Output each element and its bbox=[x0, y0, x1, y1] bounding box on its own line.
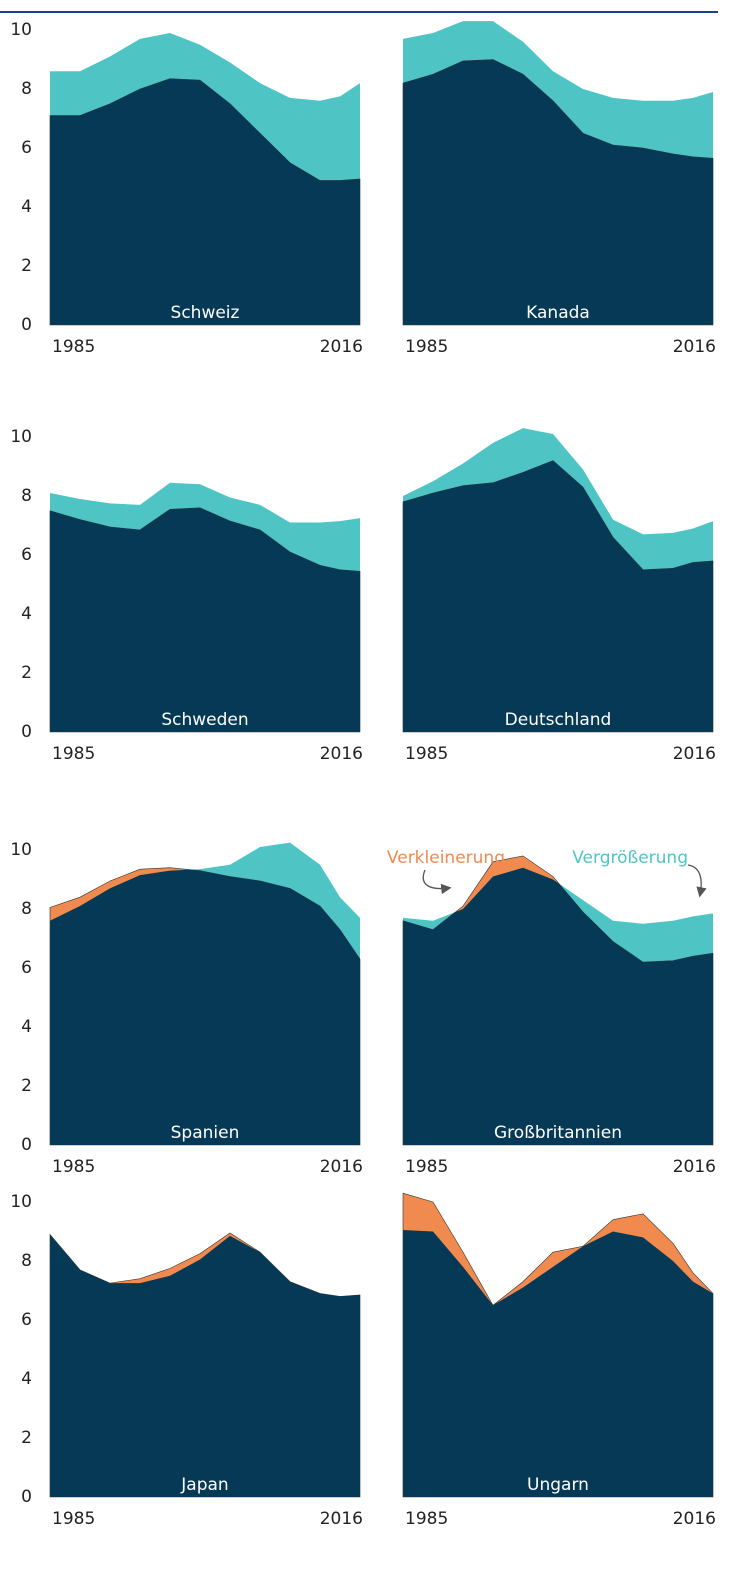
y-tick-label: 0 bbox=[21, 722, 32, 742]
area-overlap bbox=[403, 460, 713, 732]
y-tick-label: 6 bbox=[21, 138, 32, 158]
y-tick-label: 4 bbox=[21, 604, 32, 624]
x-tick-label: 2016 bbox=[320, 1157, 363, 1177]
panel-title: Kanada bbox=[526, 303, 590, 323]
y-tick-label: 8 bbox=[21, 1251, 32, 1271]
panel-title: Spanien bbox=[171, 1123, 240, 1143]
y-tick-label: 6 bbox=[21, 958, 32, 978]
annotation-arrow bbox=[422, 869, 452, 895]
y-tick-label: 8 bbox=[21, 486, 32, 506]
annotation: Verkleinerung bbox=[387, 848, 505, 868]
y-tick-label: 8 bbox=[21, 899, 32, 919]
y-tick-label: 2 bbox=[21, 1428, 32, 1448]
x-tick-label: 2016 bbox=[673, 1509, 716, 1529]
x-tick-label: 1985 bbox=[405, 337, 448, 357]
y-tick-label: 2 bbox=[21, 256, 32, 276]
x-tick-label: 2016 bbox=[673, 1157, 716, 1177]
area-overlap bbox=[50, 1234, 360, 1497]
x-tick-label: 1985 bbox=[405, 1157, 448, 1177]
x-tick-label: 2016 bbox=[673, 337, 716, 357]
y-tick-label: 4 bbox=[21, 1017, 32, 1037]
area-overlap bbox=[403, 1230, 713, 1497]
panel-title: Großbritannien bbox=[494, 1123, 622, 1143]
y-tick-label: 4 bbox=[21, 1369, 32, 1389]
panel-title: Schweden bbox=[161, 710, 248, 730]
y-tick-label: 0 bbox=[21, 315, 32, 335]
y-tick-label: 0 bbox=[21, 1135, 32, 1155]
x-tick-label: 1985 bbox=[405, 744, 448, 764]
x-tick-label: 1985 bbox=[405, 1509, 448, 1529]
x-tick-label: 2016 bbox=[320, 1509, 363, 1529]
annotation: Vergrößerung bbox=[572, 848, 688, 868]
y-tick-label: 10 bbox=[10, 427, 32, 447]
annotation-arrow bbox=[687, 864, 707, 898]
y-tick-label: 10 bbox=[10, 20, 32, 40]
area-overlap bbox=[50, 867, 360, 1145]
area-overlap bbox=[50, 78, 360, 325]
y-tick-label: 4 bbox=[21, 197, 32, 217]
y-tick-label: 0 bbox=[21, 1487, 32, 1507]
x-tick-label: 2016 bbox=[673, 744, 716, 764]
x-tick-label: 2016 bbox=[320, 337, 363, 357]
area-overlap bbox=[403, 59, 713, 325]
panel-title: Japan bbox=[180, 1475, 228, 1495]
panel-title: Ungarn bbox=[527, 1475, 589, 1495]
y-tick-label: 2 bbox=[21, 1076, 32, 1096]
x-tick-label: 1985 bbox=[52, 1157, 95, 1177]
panel-title: Deutschland bbox=[505, 710, 612, 730]
x-tick-label: 1985 bbox=[52, 744, 95, 764]
y-tick-label: 8 bbox=[21, 79, 32, 99]
y-tick-label: 6 bbox=[21, 1310, 32, 1330]
y-tick-label: 6 bbox=[21, 545, 32, 565]
x-tick-label: 1985 bbox=[52, 1509, 95, 1529]
y-tick-label: 10 bbox=[10, 1192, 32, 1212]
area-overlap bbox=[50, 507, 360, 732]
panel-title: Schweiz bbox=[171, 303, 240, 323]
y-tick-label: 2 bbox=[21, 663, 32, 683]
y-tick-label: 10 bbox=[10, 840, 32, 860]
x-tick-label: 1985 bbox=[52, 337, 95, 357]
x-tick-label: 2016 bbox=[320, 744, 363, 764]
area-overlap bbox=[403, 867, 713, 1145]
